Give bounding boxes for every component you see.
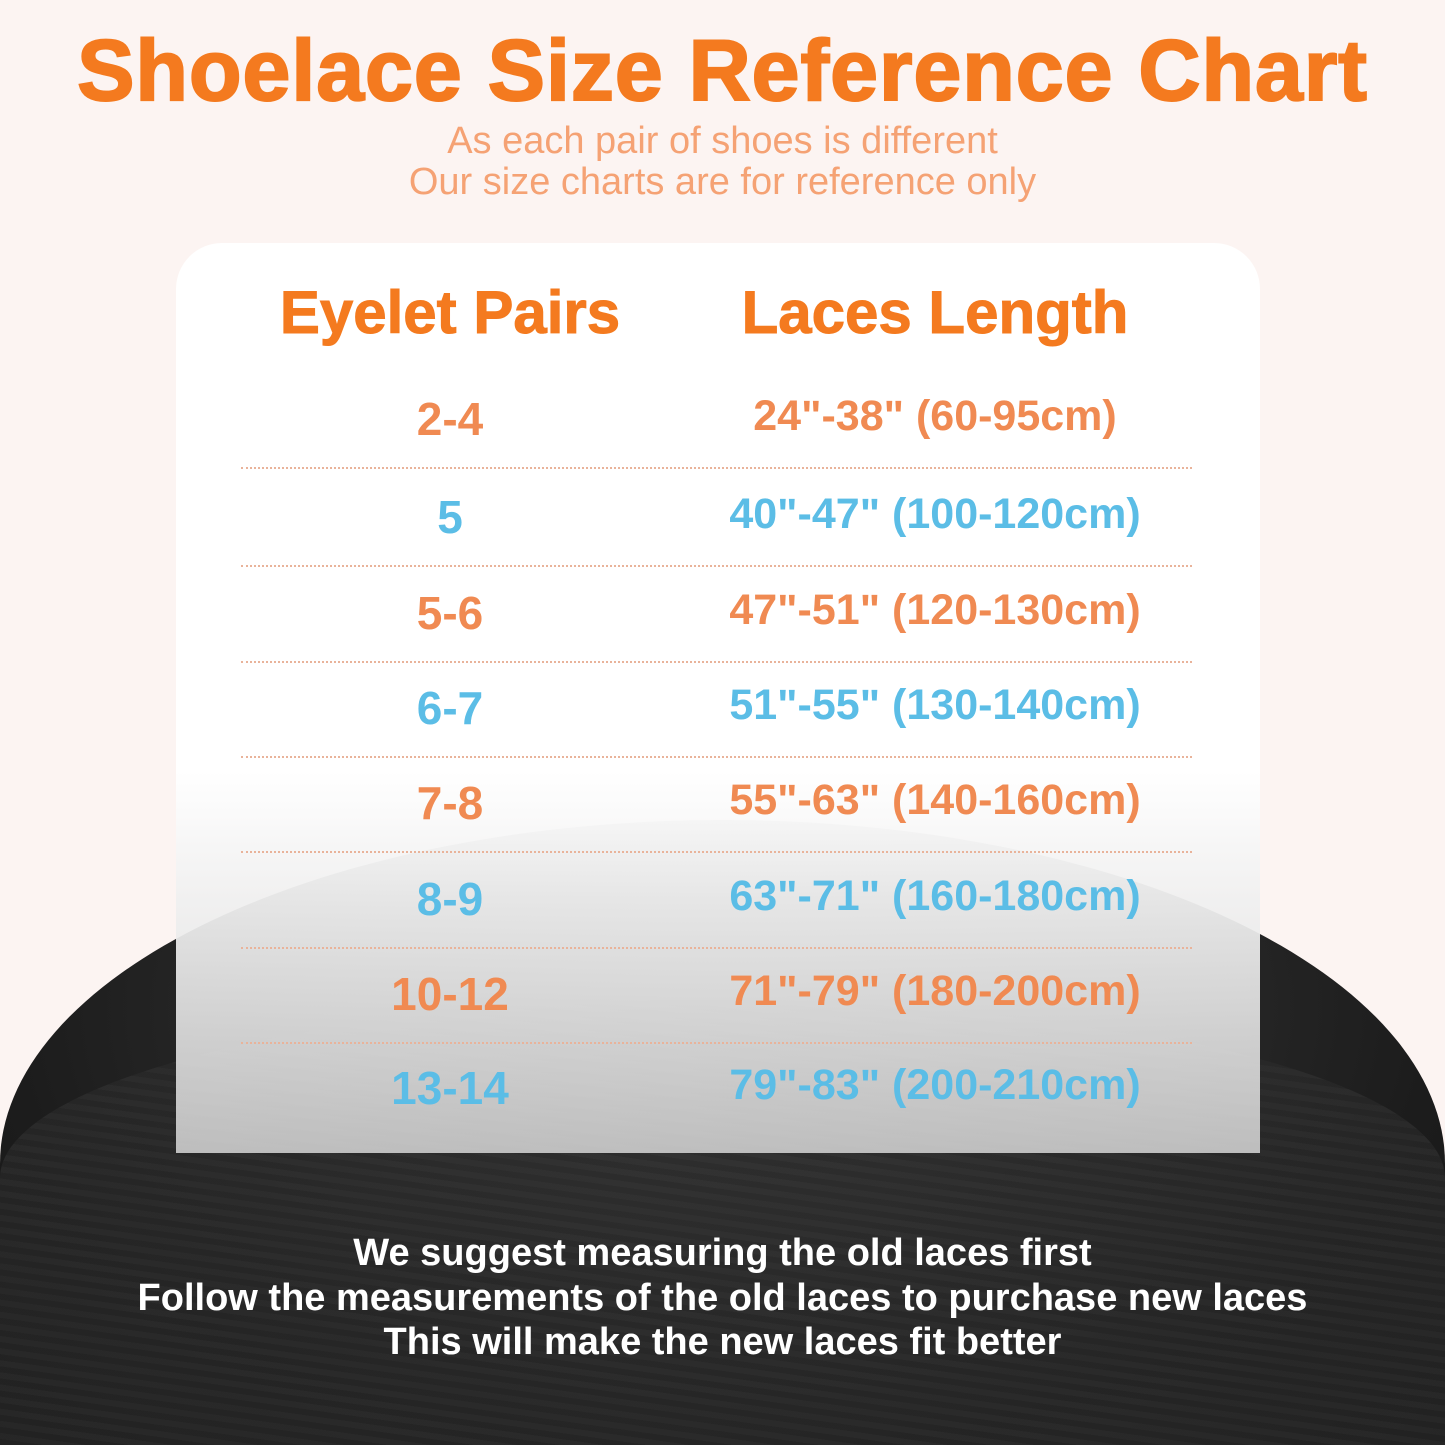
- row-divider: [241, 467, 1192, 469]
- eyelet-pairs-cell: 2-4: [416, 393, 484, 445]
- laces-length-cell: 63"-71" (160-180cm): [729, 872, 1141, 920]
- table-row: 8-9 63"-71" (160-180cm): [0, 872, 1445, 932]
- size-table-card: [176, 243, 1260, 1153]
- row-divider: [241, 851, 1192, 853]
- laces-length-cell: 55"-63" (140-160cm): [729, 776, 1141, 824]
- header-eyelet-pairs: Eyelet Pairs: [279, 279, 621, 347]
- eyelet-pairs-cell: 13-14: [391, 1062, 509, 1114]
- eyelet-pairs-cell: 7-8: [416, 777, 484, 829]
- note-line-1: We suggest measuring the old laces first: [353, 1232, 1092, 1274]
- subtitle-line-1: As each pair of shoes is different: [447, 120, 998, 162]
- row-divider: [241, 1042, 1192, 1044]
- laces-length-cell: 24"-38" (60-95cm): [753, 392, 1117, 440]
- table-row: 6-7 51"-55" (130-140cm): [0, 681, 1445, 741]
- laces-length-cell: 71"-79" (180-200cm): [729, 967, 1141, 1015]
- laces-length-cell: 79"-83" (200-210cm): [729, 1061, 1141, 1109]
- note-line-3: This will make the new laces fit better: [383, 1321, 1062, 1363]
- eyelet-pairs-cell: 8-9: [416, 873, 484, 925]
- eyelet-pairs-cell: 6-7: [416, 682, 484, 734]
- page-title: Shoelace Size Reference Chart: [76, 22, 1368, 120]
- row-divider: [241, 756, 1192, 758]
- table-row: 2-4 24"-38" (60-95cm): [0, 392, 1445, 452]
- subtitle-line-2: Our size charts are for reference only: [408, 161, 1037, 203]
- row-divider: [241, 947, 1192, 949]
- table-row: 7-8 55"-63" (140-160cm): [0, 776, 1445, 836]
- table-row: 5-6 47"-51" (120-130cm): [0, 586, 1445, 646]
- eyelet-pairs-cell: 5-6: [416, 587, 484, 639]
- table-row: 10-12 71"-79" (180-200cm): [0, 967, 1445, 1027]
- laces-length-cell: 47"-51" (120-130cm): [729, 586, 1141, 634]
- laces-length-cell: 40"-47" (100-120cm): [729, 490, 1141, 538]
- eyelet-pairs-cell: 5: [437, 491, 463, 543]
- table-row: 5 40"-47" (100-120cm): [0, 490, 1445, 550]
- row-divider: [241, 661, 1192, 663]
- eyelet-pairs-cell: 10-12: [391, 968, 509, 1020]
- header-laces-length: Laces Length: [741, 279, 1129, 347]
- note-line-2: Follow the measurements of the old laces…: [137, 1277, 1308, 1319]
- laces-length-cell: 51"-55" (130-140cm): [729, 681, 1141, 729]
- row-divider: [241, 565, 1192, 567]
- table-row: 13-14 79"-83" (200-210cm): [0, 1061, 1445, 1121]
